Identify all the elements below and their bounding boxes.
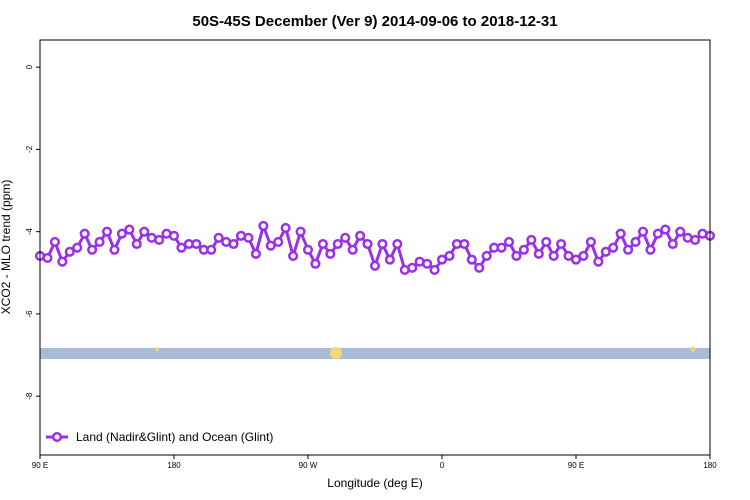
data-point [57, 256, 68, 267]
data-point [87, 244, 98, 255]
data-point [481, 250, 492, 261]
data-point [459, 238, 470, 250]
data-point [325, 248, 336, 259]
data-point [563, 250, 574, 261]
data-point [526, 234, 537, 245]
data-point [243, 232, 254, 243]
data-point [496, 242, 507, 253]
data-point [250, 248, 261, 259]
data-point [422, 258, 433, 269]
data-point [667, 238, 678, 250]
data-point [347, 244, 358, 255]
data-point [585, 236, 596, 247]
data-point [109, 244, 120, 255]
x-tick-label: 180 [703, 461, 717, 470]
y-tick-label: -6 [25, 310, 34, 318]
data-point [369, 260, 381, 271]
x-tick-label: 90 E [32, 461, 48, 470]
chart-title: 50S-45S December (Ver 9) 2014-09-06 to 2… [192, 13, 557, 30]
data-point [64, 246, 75, 257]
data-point [392, 238, 403, 250]
y-tick-label: -4 [25, 228, 34, 236]
data-point [310, 258, 321, 269]
data-point [652, 228, 663, 239]
y-tick-label: -2 [25, 145, 34, 153]
data-point [660, 224, 671, 235]
data-point [593, 256, 604, 267]
data-point [154, 234, 165, 245]
data-point [474, 262, 485, 273]
x-tick-label: 180 [167, 461, 181, 470]
surface-strip [40, 348, 710, 359]
data-point [72, 242, 83, 253]
legend-marker [51, 431, 63, 443]
x-axis-label: Longitude (deg E) [327, 476, 422, 490]
data-point [570, 254, 582, 265]
data-point [116, 228, 127, 239]
data-point [362, 238, 373, 250]
data-point [265, 240, 276, 251]
data-point [675, 226, 686, 237]
strip-spot [330, 347, 342, 359]
data-point [548, 250, 559, 261]
data-point [101, 226, 113, 237]
data-point [407, 262, 418, 273]
data-point [355, 230, 366, 241]
data-point [288, 250, 299, 261]
data-point [295, 226, 306, 237]
data-point [541, 236, 552, 247]
x-tick-label: 0 [440, 461, 445, 470]
data-point [332, 238, 343, 250]
data-point [645, 244, 656, 255]
y-axis-label: XCO2 - MLO trend (ppm) [0, 180, 13, 315]
data-point [317, 238, 328, 250]
data-point [213, 232, 224, 243]
data-point [124, 224, 135, 235]
data-point [429, 264, 440, 275]
data-point [436, 254, 448, 265]
data-point [578, 250, 589, 261]
data-point [273, 236, 284, 247]
data-point [280, 222, 291, 234]
data-point [191, 238, 202, 250]
data-point [49, 236, 60, 247]
data-point [176, 242, 187, 253]
data-point [302, 244, 314, 255]
data-point [340, 232, 351, 243]
data-point [139, 226, 150, 237]
data-point [444, 250, 455, 261]
data-point [206, 244, 217, 255]
data-point [384, 254, 395, 265]
data-point [511, 250, 522, 261]
data-point [637, 226, 649, 237]
y-tick-label: -8 [25, 392, 34, 400]
strip-spot [155, 347, 159, 351]
data-point [131, 238, 142, 250]
data-point [623, 244, 634, 255]
data-point [258, 220, 269, 231]
data-point [466, 254, 477, 265]
data-point [79, 228, 90, 239]
data-point [690, 234, 701, 245]
y-tick-label: 0 [25, 64, 34, 69]
legend-label: Land (Nadir&Glint) and Ocean (Glint) [76, 430, 273, 444]
data-point [630, 236, 641, 247]
data-point [377, 238, 388, 250]
data-point [615, 228, 626, 239]
x-tick-label: 90 W [299, 461, 318, 470]
data-point [533, 248, 544, 259]
data-point [228, 238, 239, 250]
data-point [168, 230, 180, 241]
x-tick-label: 90 E [568, 461, 584, 470]
data-point [556, 238, 567, 250]
data-point [600, 246, 611, 257]
data-point [608, 242, 619, 253]
plot-frame [39, 39, 711, 456]
data-point [94, 236, 105, 247]
data-point [503, 236, 515, 247]
data-point [42, 252, 53, 264]
strip-spot [690, 346, 696, 352]
data-point [518, 244, 529, 255]
